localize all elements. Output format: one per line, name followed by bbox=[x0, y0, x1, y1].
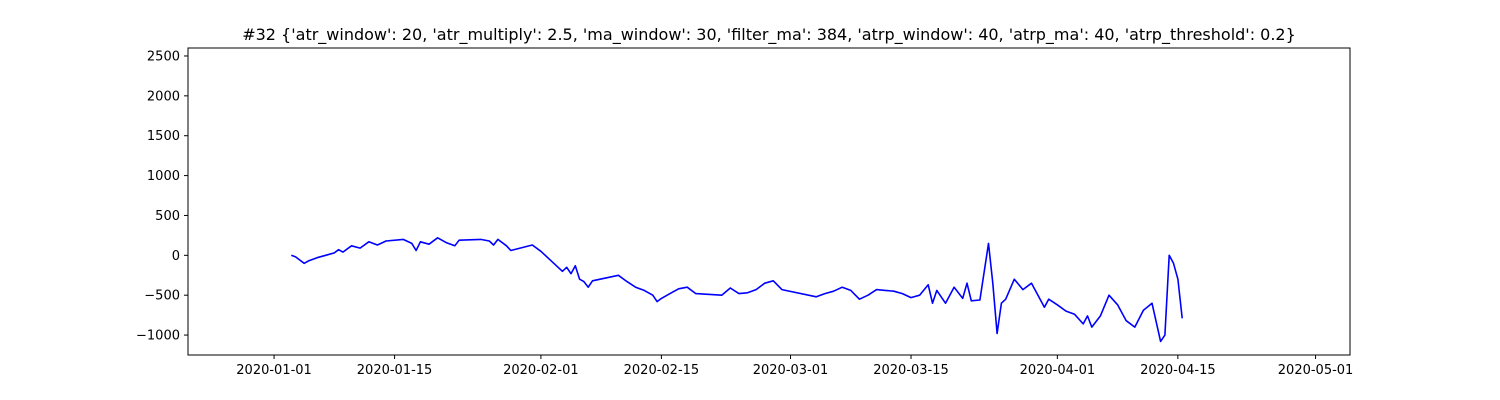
x-tick-label: 2020-01-15 bbox=[357, 363, 433, 378]
plot-area bbox=[291, 237, 1183, 343]
x-tick-label: 2020-01-01 bbox=[236, 363, 312, 378]
series-line-0 bbox=[291, 237, 1183, 343]
x-tick-label: 2020-02-01 bbox=[503, 363, 579, 378]
y-tick-label: −500 bbox=[144, 289, 180, 304]
chart-title: #32 {'atr_window': 20, 'atr_multiply': 2… bbox=[242, 25, 1296, 45]
y-tick-label: −1000 bbox=[136, 329, 180, 344]
y-tick-label: 1500 bbox=[147, 129, 180, 144]
y-tick-label: 500 bbox=[155, 209, 180, 224]
y-tick-label: 0 bbox=[172, 249, 180, 264]
x-axis: 2020-01-01 2020-01-15 2020-02-01 2020-02-15… bbox=[236, 355, 1353, 378]
plot-frame bbox=[187, 47, 1351, 356]
y-tick-label: 1000 bbox=[147, 169, 180, 184]
y-tick-label: 2500 bbox=[147, 49, 180, 64]
x-tick-label: 2020-04-15 bbox=[1140, 363, 1216, 378]
x-tick-label: 2020-02-15 bbox=[624, 363, 700, 378]
x-tick-label: 2020-03-01 bbox=[753, 363, 829, 378]
y-axis: −1000 −500 0 500 1000 1500 2000 2500 bbox=[136, 49, 188, 344]
x-tick-label: 2020-04-01 bbox=[1020, 363, 1096, 378]
x-tick-label: 2020-05-01 bbox=[1278, 363, 1354, 378]
y-tick-label: 2000 bbox=[147, 89, 180, 104]
x-tick-label: 2020-03-15 bbox=[873, 363, 949, 378]
